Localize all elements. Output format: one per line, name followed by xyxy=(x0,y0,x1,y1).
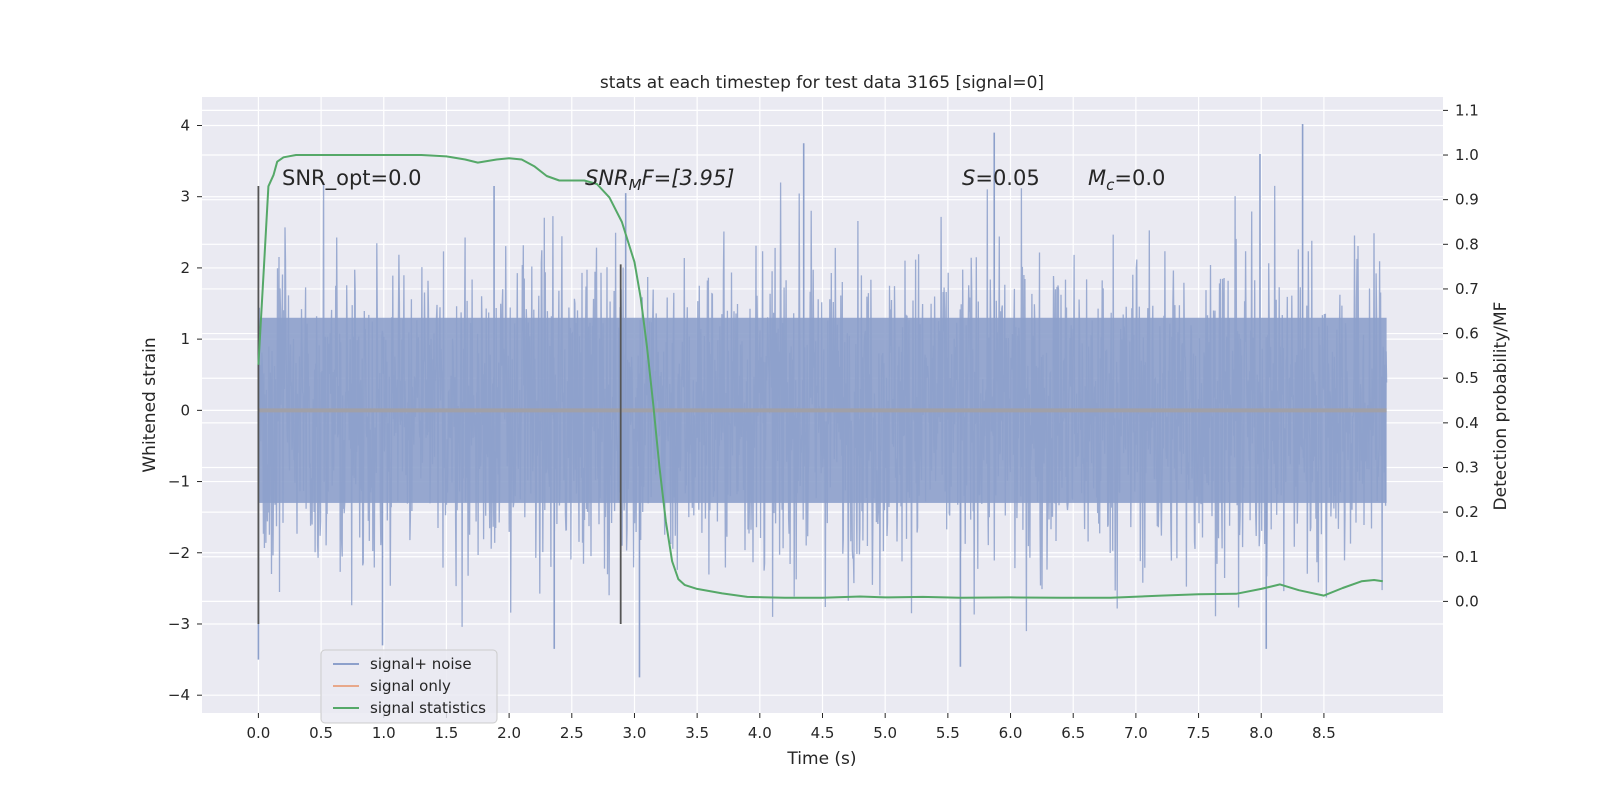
annotation-s-var: S xyxy=(962,166,975,190)
y-axis-ticks: 4 3 2 1 0 −1 −2 −3 −4 xyxy=(168,116,202,704)
annotation-mc-value: =0.0 xyxy=(1114,166,1165,190)
x-tick-label: 6.5 xyxy=(1061,724,1085,742)
annotation-snr-opt: SNR_opt=0.0 xyxy=(282,166,422,191)
x-axis-label: Time (s) xyxy=(786,749,856,769)
y2-tick-label: 0.7 xyxy=(1455,280,1479,298)
y-tick-label: 2 xyxy=(180,259,190,277)
annotation-snr-mf-value: F=[3.95] xyxy=(642,166,735,190)
y2-axis-ticks: 1.1 1.0 0.9 0.8 0.7 0.6 0.5 0.4 0.3 0.2 0.1 0.0 xyxy=(1443,101,1479,610)
y-tick-label: −3 xyxy=(168,615,190,633)
x-tick-label: 2.5 xyxy=(560,724,584,742)
y-tick-label: 0 xyxy=(180,401,190,419)
legend: signal+ noise signal only signal statist… xyxy=(320,649,498,724)
y2-tick-label: 1.0 xyxy=(1455,146,1479,164)
x-tick-label: 7.0 xyxy=(1124,724,1148,742)
y2-tick-label: 0.8 xyxy=(1455,235,1479,253)
y-tick-label: 4 xyxy=(180,116,190,134)
x-tick-label: 0.5 xyxy=(309,724,333,742)
x-tick-label: 5.5 xyxy=(936,724,960,742)
y-tick-label: 1 xyxy=(180,330,190,348)
annotation-mc: Mc=0.0 xyxy=(1088,166,1165,194)
x-tick-label: 8.5 xyxy=(1312,724,1336,742)
y-tick-label: 3 xyxy=(180,188,190,206)
vertical-markers xyxy=(257,186,622,624)
annotation-mc-sub: c xyxy=(1106,176,1115,194)
y-tick-label: −4 xyxy=(168,686,190,704)
chart-title: stats at each timestep for test data 316… xyxy=(600,73,1044,93)
legend-label-signal-only: signal only xyxy=(370,677,451,695)
legend-label-signal-statistics: signal statistics xyxy=(370,699,486,717)
x-tick-label: 3.5 xyxy=(685,724,709,742)
x-tick-label: 1.0 xyxy=(372,724,396,742)
y2-tick-label: 0.5 xyxy=(1455,369,1479,387)
x-tick-label: 6.0 xyxy=(999,724,1023,742)
annotation-snr-mf: SNRMF=[3.95] xyxy=(585,166,734,194)
x-tick-label: 5.0 xyxy=(873,724,897,742)
signal-statistics-line xyxy=(257,154,1383,599)
y2-tick-label: 0.4 xyxy=(1455,414,1479,432)
y2-tick-label: 0.0 xyxy=(1455,592,1479,610)
x-axis-ticks: 0.0 0.5 1.0 1.5 2.0 2.5 3.0 3.5 4.0 4.5 5.0 5.5 6.0 6… xyxy=(246,713,1336,742)
x-tick-label: 8.0 xyxy=(1249,724,1273,742)
x-tick-label: 7.5 xyxy=(1187,724,1211,742)
annotation-snr-mf-var: SNR xyxy=(585,166,629,190)
x-tick-label: 3.0 xyxy=(623,724,647,742)
y2-tick-label: 0.3 xyxy=(1455,458,1479,476)
x-tick-label: 0.0 xyxy=(246,724,270,742)
x-tick-label: 1.5 xyxy=(435,724,459,742)
x-tick-label: 2.0 xyxy=(497,724,521,742)
y-tick-label: −1 xyxy=(168,473,190,491)
x-tick-label: 4.0 xyxy=(748,724,772,742)
y2-tick-label: 0.6 xyxy=(1455,325,1479,343)
y2-tick-label: 1.1 xyxy=(1455,101,1479,119)
y2-tick-label: 0.2 xyxy=(1455,503,1479,521)
y2-tick-label: 0.9 xyxy=(1455,191,1479,209)
annotation-mc-var: M xyxy=(1088,166,1106,190)
x-tick-label: 4.5 xyxy=(811,724,835,742)
legend-label-signal-plus-noise: signal+ noise xyxy=(370,655,472,673)
y2-axis-label: Detection probability/MF xyxy=(1491,302,1511,511)
series-signal-statistics xyxy=(257,154,1383,599)
y2-tick-label: 0.1 xyxy=(1455,548,1479,566)
legend-frame xyxy=(320,649,498,724)
y-tick-label: −2 xyxy=(168,544,190,562)
annotation-s: S=0.05 xyxy=(962,166,1040,190)
annotation-snr-mf-sub: M xyxy=(629,176,642,194)
y-axis-label: Whitened strain xyxy=(140,337,160,472)
annotation-s-value: =0.05 xyxy=(975,166,1039,190)
